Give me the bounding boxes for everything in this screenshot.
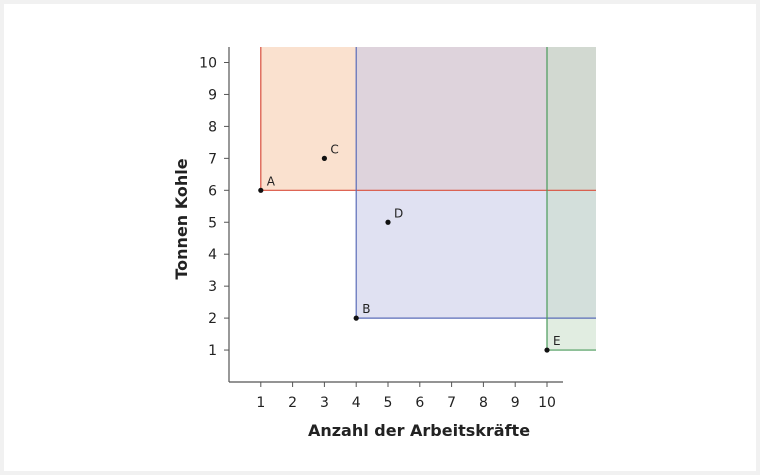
x-tick-label-6: 6 [415,395,424,411]
point-c [321,155,327,161]
x-tick-label-4: 4 [352,395,361,411]
y-axis-title: Tonnen Kohle [172,158,191,279]
point-label-d: D [394,206,403,220]
x-tick-label-9: 9 [511,395,520,411]
regions-layer [260,47,596,351]
axes [228,47,563,383]
point-d [385,219,391,225]
y-tick-label-5: 5 [208,215,217,231]
y-tick-label-3: 3 [208,279,217,295]
point-label-b: B [362,302,370,316]
x-tick-label-3: 3 [320,395,329,411]
point-label-a: A [267,174,276,188]
x-tick-label-8: 8 [479,395,488,411]
y-tick-label-4: 4 [208,247,217,263]
point-label-e: E [553,334,561,348]
point-e [544,347,550,353]
points: A B C D E [258,142,561,353]
x-tick-label-10: 10 [538,395,556,411]
y-tick-label-9: 9 [208,87,217,103]
boundary-lines [260,47,596,351]
x-tick-label-2: 2 [288,395,297,411]
y-tick-label-1: 1 [208,343,217,359]
point-a [258,187,264,193]
x-tick-label-5: 5 [384,395,393,411]
y-tick-label-7: 7 [208,151,217,167]
x-tick-label-7: 7 [447,395,456,411]
y-tick-label-6: 6 [208,183,217,199]
point-b [353,315,359,321]
point-label-c: C [330,142,338,156]
ticks: 1 2 3 4 5 6 7 8 9 10 1 2 3 4 5 6 7 8 9 10 [199,56,556,412]
region-e [547,47,596,351]
x-axis-title: Anzahl der Arbeitskräfte [308,421,530,440]
y-tick-label-2: 2 [208,311,217,327]
y-tick-label-8: 8 [208,119,217,135]
x-tick-label-1: 1 [256,395,265,411]
y-tick-label-10: 10 [199,56,217,72]
